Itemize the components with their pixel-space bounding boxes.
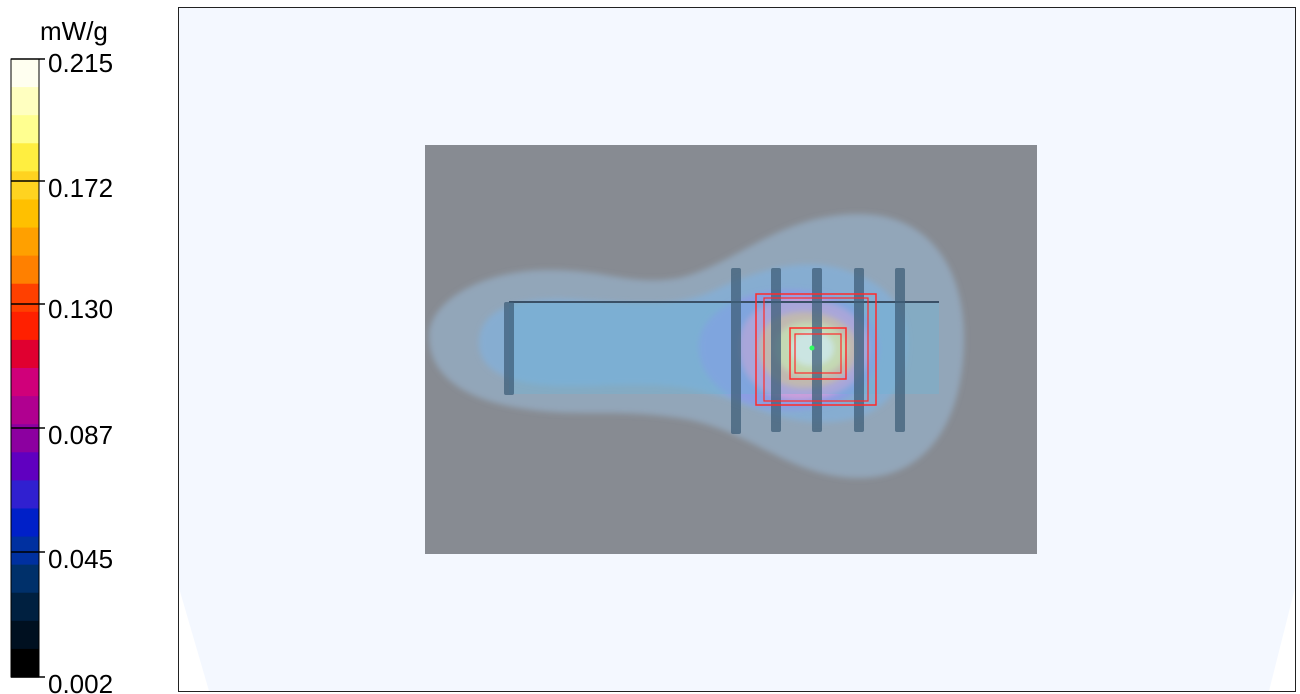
colorbar-unit-label: mW/g	[40, 16, 108, 46]
measurement-bar	[854, 268, 864, 432]
peak-marker	[809, 345, 815, 351]
zoom-scan-box-outer	[789, 327, 847, 380]
area-scan-box-outer	[755, 293, 877, 406]
colorbar-swatch	[11, 143, 39, 172]
area-scan-box-inner	[763, 297, 869, 402]
colorbar-swatch	[11, 424, 39, 453]
scan-boxes	[755, 293, 877, 406]
colorbar-swatch	[11, 311, 39, 341]
measurement-bar	[771, 268, 781, 432]
colorbar-swatch	[11, 648, 39, 678]
colorbar-swatch	[11, 508, 39, 538]
colorbar-tick-label-5: 0.002	[48, 669, 113, 694]
colorbar-swatch	[11, 171, 39, 201]
zoom-scan-box-inner	[794, 333, 842, 374]
colorbar-swatch	[11, 199, 39, 229]
colorbar-tick-label-2: 0.130	[48, 294, 113, 324]
colorbar-swatch	[11, 339, 39, 369]
colorbar-swatch	[11, 368, 39, 397]
colorbar-swatch	[11, 452, 39, 481]
colorbar-swatch	[11, 255, 39, 285]
colorbar-swatch	[11, 59, 39, 88]
colorbar-tick-label-3: 0.087	[48, 420, 113, 450]
plot-corner-left	[179, 588, 209, 691]
colorbar-swatch	[11, 564, 39, 594]
sar-plot	[179, 8, 1295, 691]
measurement-bar	[731, 268, 741, 434]
antenna-strip	[509, 302, 939, 394]
colorbar-swatch	[11, 480, 39, 510]
colorbar-tick-label-0: 0.215	[48, 48, 113, 78]
colorbar-swatch	[11, 227, 39, 257]
colorbar-tick-label-4: 0.045	[48, 544, 113, 574]
colorbar-swatch	[11, 620, 39, 650]
sar-plot-panel	[178, 7, 1296, 692]
colorbar-swatch	[11, 396, 39, 425]
measurement-bar	[504, 302, 514, 395]
colorbar: mW/g 0.215 0.172 0.130 0.087 0.045 0.002	[10, 16, 113, 694]
measurement-bars	[504, 268, 905, 434]
measurement-bar	[895, 268, 905, 432]
colorbar-swatch	[11, 536, 39, 566]
colorbar-swatch	[11, 283, 39, 313]
colorbar-swatches	[11, 59, 39, 678]
plot-corner-right	[1269, 588, 1295, 691]
colorbar-swatch	[11, 592, 39, 622]
colorbar-swatch	[11, 87, 39, 116]
colorbar-tick-label-1: 0.172	[48, 173, 113, 203]
colorbar-swatch	[11, 115, 39, 144]
colorbar-ticks	[11, 58, 45, 678]
measurement-bar	[812, 268, 822, 432]
